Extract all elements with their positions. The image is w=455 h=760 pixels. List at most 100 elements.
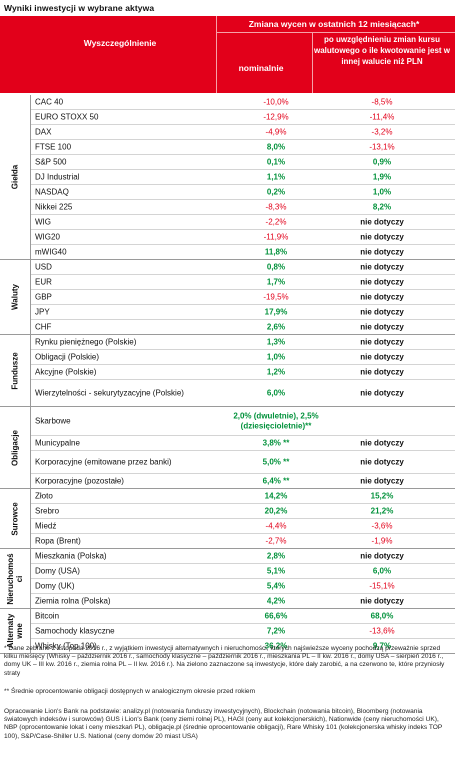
column-header-fx-adjusted: po uwzględnieniu zmian kursu walutowego … — [313, 35, 451, 66]
fx-adjusted-change: -3,6% — [371, 521, 393, 531]
table-row: DAX -4,9% -3,2% — [31, 125, 455, 140]
asset-name: Korporacyjne (emitowane przez banki) — [35, 457, 172, 467]
group-label-cell: Fundusze — [0, 335, 31, 406]
header-divider — [216, 32, 455, 33]
nominal-change: 66,6% — [264, 611, 288, 621]
group-label-cell: Obligacje — [0, 407, 31, 488]
footnote-bonds: ** Średnie oprocentowanie obligacji dost… — [4, 688, 256, 695]
fx-adjusted-change: nie dotyczy — [360, 352, 404, 362]
asset-name: Domy (UK) — [35, 581, 75, 591]
group-label: Obligacje — [10, 429, 20, 466]
asset-name: Ropa (Brent) — [35, 536, 81, 546]
fx-adjusted-change: nie dotyczy — [360, 596, 404, 606]
table-row: Domy (USA) 5,1% 6,0% — [31, 564, 455, 579]
nominal-change: -11,9% — [263, 232, 289, 242]
asset-name: Whisky (Top 100) — [35, 641, 97, 651]
asset-name: Municypalne — [35, 438, 80, 448]
asset-name: Srebro — [35, 506, 60, 516]
table-row: Bitcoin 66,6% 68,0% — [31, 609, 455, 624]
nominal-change: -2,2% — [265, 217, 287, 227]
nominal-change: 5,0% ** — [262, 457, 290, 467]
fx-adjusted-change: 1,9% — [372, 172, 392, 182]
table-row: DJ Industrial 1,1% 1,9% — [31, 170, 455, 185]
footnote-dates: * Dane zebrane 2 listopada 2016 r., z wy… — [4, 645, 445, 677]
table-row: Skarbowe 2,0% (dwuletnie), 2,5% (dziesięc… — [31, 407, 455, 436]
asset-name: GBP — [35, 292, 52, 302]
group-label-cell: Waluty — [0, 260, 31, 334]
fx-adjusted-change: 21,2% — [370, 506, 394, 516]
fx-adjusted-change: 0,9% — [372, 157, 392, 167]
table-row: Ziemia rolna (Polska) 4,2% nie dotyczy — [31, 594, 455, 608]
asset-name: Skarbowe — [35, 416, 71, 426]
table-row: Samochody klasyczne 7,2% -13,6% — [31, 624, 455, 639]
nominal-change: 11,8% — [264, 247, 288, 257]
asset-name: Domy (USA) — [35, 566, 80, 576]
asset-name: mWIG40 — [35, 247, 67, 257]
table-row: Rynku pieniężnego (Polskie) 1,3% nie dotyc… — [31, 335, 455, 350]
group-label: Giełda — [10, 164, 20, 190]
asset-name: EURO STOXX 50 — [35, 112, 99, 122]
nominal-change: -4,4% — [265, 521, 287, 531]
table-group: Nieruchomoś ci Mieszkania (Polska) 2,8% nie … — [0, 549, 455, 609]
nominal-change: -8,3% — [265, 202, 287, 212]
group-label-cell: Giełda — [0, 95, 31, 259]
nominal-change: 6,0% — [266, 388, 286, 398]
asset-name: FTSE 100 — [35, 142, 72, 152]
table-row: Whisky (Top 100) 36,2% 9,7% — [31, 639, 455, 653]
fx-adjusted-change: 68,0% — [370, 611, 394, 621]
nominal-change: 1,3% — [266, 337, 286, 347]
group-label-cell: Alternaty wne — [0, 609, 31, 653]
table-row: NASDAQ 0,2% 1,0% — [31, 185, 455, 200]
table-row: USD 0,8% nie dotyczy — [31, 260, 455, 275]
fx-adjusted-change: -8,5% — [371, 97, 393, 107]
fx-adjusted-change: nie dotyczy — [360, 217, 404, 227]
nominal-change: 1,0% — [266, 352, 286, 362]
table-row: Miedź -4,4% -3,6% — [31, 519, 455, 534]
asset-name: CAC 40 — [35, 97, 64, 107]
fx-adjusted-change: 8,2% — [372, 202, 392, 212]
results-table: Giełda CAC 40 -10,0% -8,5% EURO STOXX 50 -12,… — [0, 95, 455, 654]
column-header-nominal: nominalnie — [238, 63, 284, 73]
table-group: Fundusze Rynku pieniężnego (Polskie) 1,3% n… — [0, 335, 455, 407]
table-row: Ropa (Brent) -2,7% -1,9% — [31, 534, 455, 548]
nominal-change: 2,6% — [266, 322, 286, 332]
table-row: S&P 500 0,1% 0,9% — [31, 155, 455, 170]
table-row: Złoto 14,2% 15,2% — [31, 489, 455, 504]
nominal-change: 1,7% — [266, 277, 286, 287]
asset-name: Ziemia rolna (Polska) — [35, 596, 111, 606]
table-row: Srebro 20,2% 21,2% — [31, 504, 455, 519]
fx-adjusted-change: 15,2% — [370, 491, 394, 501]
table-row: Mieszkania (Polska) 2,8% nie dotyczy — [31, 549, 455, 564]
asset-name: Miedź — [35, 521, 57, 531]
asset-name: CHF — [35, 322, 52, 332]
asset-name: DJ Industrial — [35, 172, 80, 182]
group-label: Waluty — [10, 284, 20, 310]
asset-name: WIG — [35, 217, 51, 227]
fx-adjusted-change: nie dotyczy — [360, 232, 404, 242]
fx-adjusted-change: nie dotyczy — [360, 388, 404, 398]
nominal-change: 6,4% ** — [262, 476, 290, 486]
fx-adjusted-change: nie dotyczy — [360, 307, 404, 317]
fx-adjusted-change: nie dotyczy — [360, 457, 404, 467]
table-group: Obligacje Skarbowe 2,0% (dwuletnie), 2,5% … — [0, 407, 455, 489]
fx-adjusted-change: -15,1% — [369, 581, 395, 591]
nominal-change: 2,0% (dwuletnie), 2,5% (dziesięcioletnie… — [233, 411, 319, 431]
group-label: Surowce — [10, 501, 20, 536]
nominal-change: 8,0% — [266, 142, 286, 152]
asset-name: Bitcoin — [35, 611, 60, 621]
table-row: WIG -2,2% nie dotyczy — [31, 215, 455, 230]
group-label: Fundusze — [10, 351, 20, 390]
nominal-change: 14,2% — [264, 491, 288, 501]
asset-name: DAX — [35, 127, 52, 137]
table-row: Wierzytelności - sekurytyzacyjne (Polski… — [31, 380, 455, 406]
table-group: Waluty USD 0,8% nie dotyczy EUR 1,7% nie dotyc… — [0, 260, 455, 335]
column-header-description: Wyszczególnienie — [83, 38, 157, 48]
nominal-change: -2,7% — [265, 536, 287, 546]
fx-adjusted-change: nie dotyczy — [360, 247, 404, 257]
nominal-change: -19,5% — [263, 292, 289, 302]
asset-name: S&P 500 — [35, 157, 67, 167]
asset-name: Wierzytelności - sekurytyzacyjne (Polski… — [35, 388, 184, 398]
table-row: FTSE 100 8,0% -13,1% — [31, 140, 455, 155]
asset-name: Mieszkania (Polska) — [35, 551, 107, 561]
table-row: Akcyjne (Polskie) 1,2% nie dotyczy — [31, 365, 455, 380]
